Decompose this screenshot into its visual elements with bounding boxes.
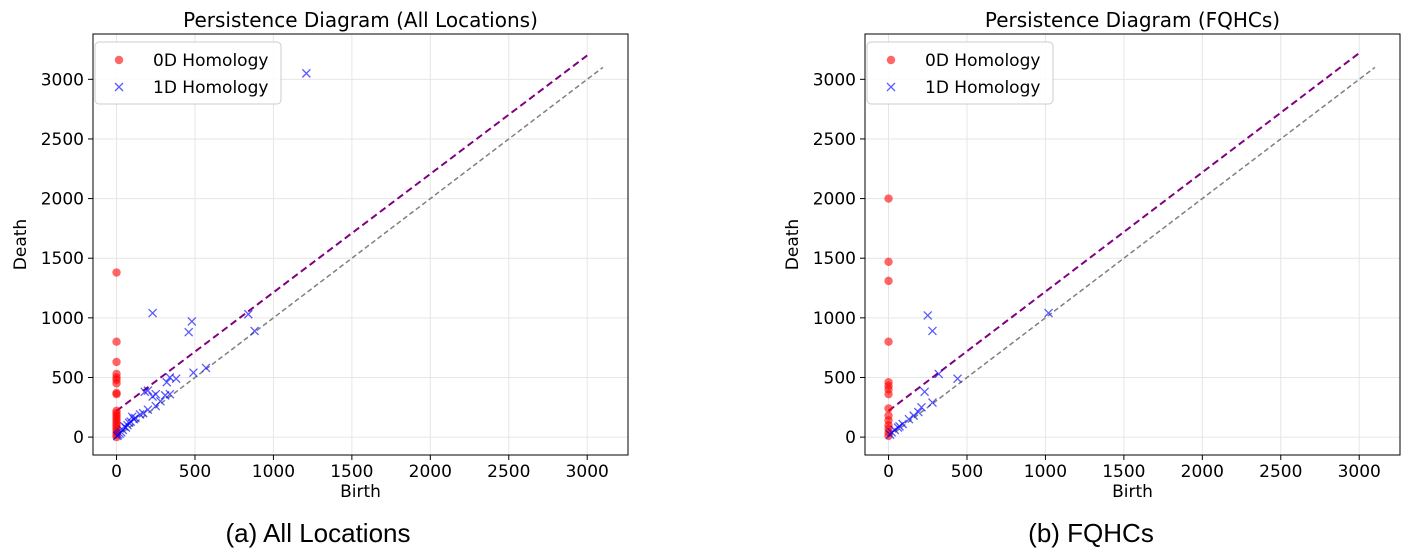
data-point-1d: [165, 389, 175, 399]
data-point-1d: [112, 431, 122, 441]
y-tick-label: 500: [824, 368, 856, 388]
data-point-1d: [243, 309, 253, 319]
caption-all-locations: (a) All Locations: [225, 518, 411, 548]
data-point-0d: [112, 337, 121, 346]
y-tick-label: 2500: [813, 130, 856, 150]
data-point-1d: [124, 418, 134, 428]
x-axis-label: Birth: [1112, 482, 1153, 502]
plot-frame: [864, 33, 1401, 456]
caption-fqhcs: (b) FQHCs: [1028, 518, 1154, 548]
x-tick-label: 2000: [409, 462, 452, 482]
y-tick-label: 3000: [813, 70, 856, 90]
data-point-1d: [1044, 308, 1054, 318]
x-tick-label: 1500: [330, 462, 373, 482]
legend-box: [94, 41, 282, 105]
data-point-1d: [928, 398, 937, 407]
data-point-1d: [895, 421, 904, 431]
data-point-0d: [112, 268, 121, 277]
y-tick-label: 2000: [813, 190, 856, 210]
data-point-1d: [148, 308, 158, 318]
data-point-1d: [934, 369, 944, 379]
plot-frame: [92, 33, 629, 456]
data-point-1d: [920, 387, 930, 397]
data-point-1d: [143, 405, 153, 415]
legend-marker-1d: [114, 82, 124, 92]
data-point-1d: [913, 407, 923, 417]
diagonal-line: [116, 66, 604, 438]
legend-label: 0D Homology: [153, 51, 268, 71]
data-point-1d: [140, 387, 150, 397]
y-tick-label: 500: [52, 368, 84, 388]
diagonal-line: [888, 66, 1376, 438]
x-tick-label: 2500: [1259, 462, 1302, 482]
data-point-1d: [904, 414, 914, 424]
chart-fqhcs: 0 500 1000 1500 2000 2500 3000 0 500 1000 1500 2000…: [783, 8, 1401, 502]
data-point-1d: [148, 392, 158, 402]
chart-all-locations: 0 500 1000 1500 2000 2500 3000 0 500 1000 1500 2000…: [11, 8, 629, 502]
y-tick-label: 0: [845, 428, 856, 448]
data-point-0d: [884, 194, 893, 203]
y-tick-label: 1000: [813, 309, 856, 329]
data-point-1d: [184, 327, 194, 337]
data-point-1d: [151, 401, 161, 411]
y-tick-label: 2500: [41, 130, 84, 150]
x-tick-label: 1500: [1102, 462, 1145, 482]
data-point-1d: [953, 374, 963, 384]
data-point-1d: [885, 430, 895, 440]
y-tick-label: 0: [73, 428, 84, 448]
data-point-1d: [162, 377, 172, 387]
x-tick-label: 1000: [1024, 462, 1067, 482]
data-point-1d: [165, 373, 175, 382]
data-point-1d: [143, 386, 153, 396]
data-point-0d: [884, 404, 893, 413]
data-point-0d: [884, 337, 893, 346]
data-point-1d: [201, 363, 211, 373]
data-point-1d: [187, 316, 197, 326]
chart-title: Persistence Diagram (FQHCs): [985, 8, 1280, 32]
data-point-1d: [917, 402, 926, 412]
data-point-1d: [129, 414, 139, 424]
data-point-0d: [884, 257, 893, 266]
legend-label: 0D Homology: [925, 51, 1040, 71]
x-tick-label: 2000: [1181, 462, 1224, 482]
data-point-1d: [250, 326, 260, 336]
y-tick-label: 1000: [41, 309, 84, 329]
legend-marker-0d: [886, 55, 896, 65]
legend-label: 1D Homology: [925, 78, 1040, 98]
legend-label: 1D Homology: [153, 78, 268, 98]
x-tick-label: 500: [179, 462, 211, 482]
data-point-0d: [112, 357, 121, 367]
x-tick-label: 3000: [566, 462, 609, 482]
data-point-1d: [119, 421, 129, 431]
data-point-0d: [112, 389, 121, 399]
data-point-1d: [138, 408, 148, 418]
chart-title: Persistence Diagram (All Locations): [183, 8, 538, 32]
data-point-1d: [928, 326, 937, 336]
data-point-1d: [923, 311, 933, 320]
legend-marker-1d: [886, 82, 896, 92]
data-point-1d: [909, 411, 919, 421]
y-tick-label: 3000: [41, 70, 84, 90]
data-point-0d: [884, 389, 893, 399]
data-point-0d: [112, 379, 121, 388]
y-tick-label: 2000: [41, 190, 84, 210]
x-tick-label: 1000: [252, 462, 295, 482]
legend-marker-0d: [114, 55, 124, 65]
x-tick-label: 3000: [1338, 462, 1381, 482]
data-point-1d: [301, 68, 311, 78]
y-tick-label: 1500: [813, 249, 856, 269]
x-tick-label: 0: [111, 462, 122, 482]
y-tick-label: 1500: [41, 249, 84, 269]
data-point-0d: [884, 276, 893, 286]
data-point-1d: [135, 409, 145, 419]
legend-box: [866, 41, 1054, 105]
y-axis-label: Death: [783, 219, 803, 270]
x-tick-label: 0: [883, 462, 894, 482]
x-tick-label: 2500: [487, 462, 530, 482]
x-tick-label: 500: [951, 462, 983, 482]
x-axis-label: Birth: [340, 482, 381, 502]
data-point-1d: [188, 368, 198, 378]
y-axis-label: Death: [11, 219, 31, 270]
